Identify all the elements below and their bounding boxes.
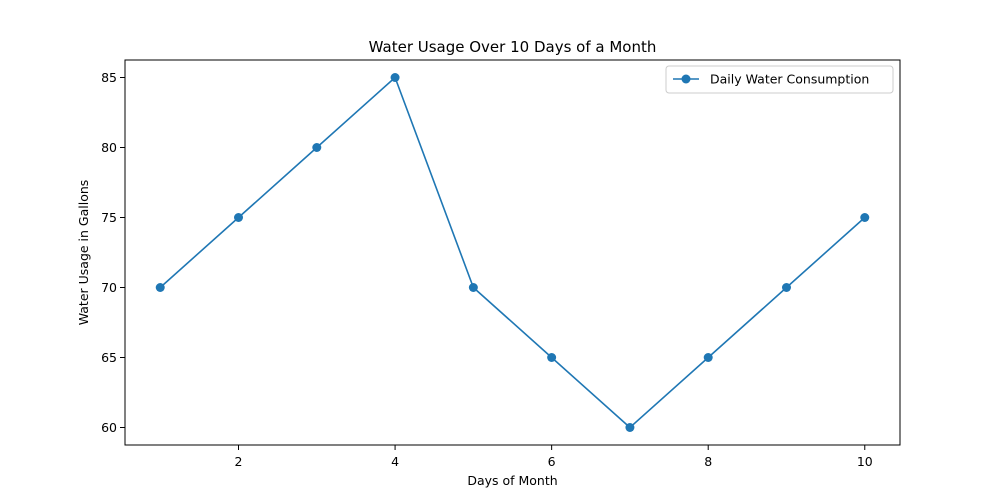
legend-box xyxy=(665,65,894,94)
data-point-day-2 xyxy=(234,213,244,222)
x-axis-ticks: 2 4 6 8 10 xyxy=(235,445,873,469)
data-point-day-1 xyxy=(155,283,165,292)
y-tick-label-70: 70 xyxy=(101,280,117,295)
data-point-day-6 xyxy=(547,353,557,362)
y-axis-ticks: 60 65 70 75 80 85 xyxy=(101,70,125,435)
plot-frame xyxy=(124,59,901,446)
data-point-day-5 xyxy=(468,283,478,292)
legend-marker-swatch xyxy=(681,74,691,84)
y-tick-label-75: 75 xyxy=(101,210,117,225)
y-axis-label: Water Usage in Gallons xyxy=(76,180,91,326)
data-point-day-7 xyxy=(625,423,635,432)
series-line-0 xyxy=(159,76,866,429)
plot-area: 2 4 6 8 10 60 65 70 75 80 85 xyxy=(101,59,901,469)
y-tick-label-80: 80 xyxy=(101,140,117,155)
x-tick-label-10: 10 xyxy=(857,454,873,469)
legend: Daily Water Consumption xyxy=(665,65,894,94)
x-tick-label-6: 6 xyxy=(548,454,556,469)
x-tick-label-8: 8 xyxy=(704,454,712,469)
x-tick-label-4: 4 xyxy=(391,454,399,469)
y-tick-label-85: 85 xyxy=(101,70,117,85)
y-tick-label-65: 65 xyxy=(101,350,117,365)
data-point-day-9 xyxy=(781,283,791,292)
data-point-day-3 xyxy=(312,143,322,152)
chart-title: Water Usage Over 10 Days of a Month xyxy=(369,38,657,56)
data-point-day-8 xyxy=(703,353,713,362)
data-point-day-4 xyxy=(390,73,400,82)
x-axis-label: Days of Month xyxy=(467,473,557,488)
data-point-day-10 xyxy=(860,213,870,222)
legend-entry-daily-water-consumption: Daily Water Consumption xyxy=(710,72,869,87)
x-tick-label-2: 2 xyxy=(235,454,243,469)
y-tick-label-60: 60 xyxy=(101,420,117,435)
series-group xyxy=(155,73,870,432)
